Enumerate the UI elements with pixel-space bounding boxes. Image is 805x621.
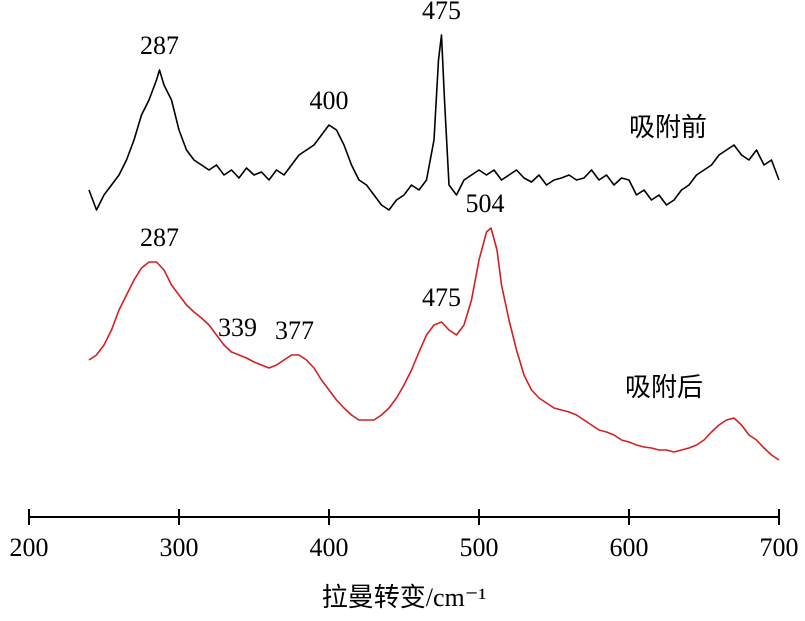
peak-label: 475 xyxy=(422,0,461,25)
x-tick-label: 300 xyxy=(160,533,199,562)
x-tick-label: 500 xyxy=(460,533,499,562)
x-axis-title: 拉曼转变/cm⁻¹ xyxy=(322,583,487,612)
x-tick-label: 700 xyxy=(760,533,799,562)
spectrum-line xyxy=(88,227,780,461)
peak-label: 339 xyxy=(218,313,257,342)
peak-label: 475 xyxy=(422,283,461,312)
peak-label: 287 xyxy=(140,31,179,60)
series-label: 吸附后 xyxy=(625,373,703,402)
peak-label: 504 xyxy=(466,189,505,218)
x-tick-label: 400 xyxy=(310,533,349,562)
x-tick-label: 200 xyxy=(10,533,49,562)
peak-label: 287 xyxy=(140,223,179,252)
peak-label: 377 xyxy=(275,316,314,345)
series-label: 吸附前 xyxy=(629,113,707,142)
peak-label: 400 xyxy=(310,86,349,115)
x-tick-label: 600 xyxy=(610,533,649,562)
spectrum-line xyxy=(88,34,780,211)
